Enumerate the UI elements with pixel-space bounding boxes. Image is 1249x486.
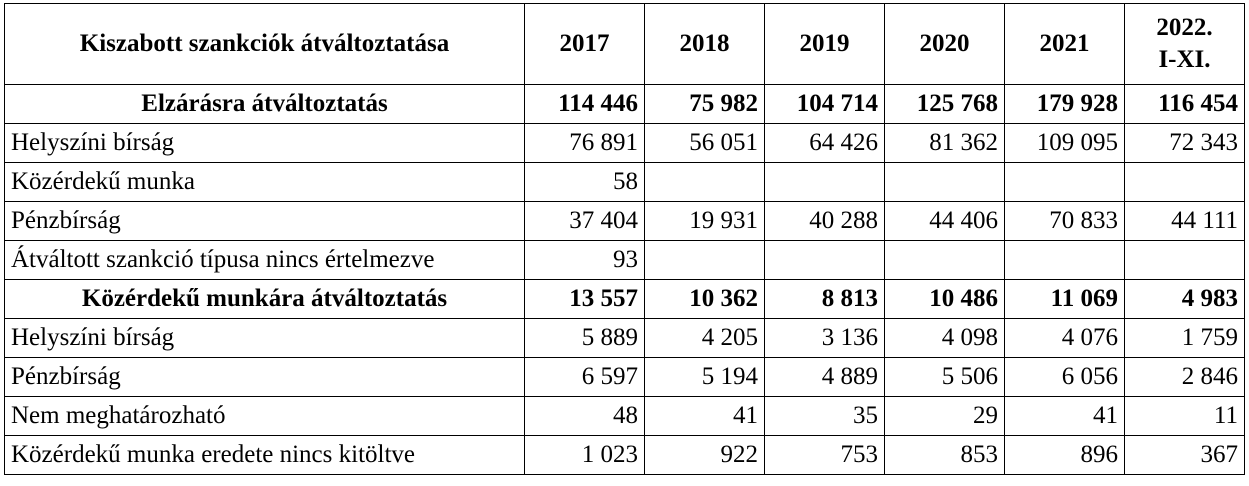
- row-value: [644, 240, 765, 280]
- row-value: 922: [644, 435, 765, 475]
- year-header: 2019: [764, 3, 885, 85]
- row-value: 41: [1004, 396, 1125, 436]
- row-value: 93: [524, 240, 645, 280]
- row-value: 56 051: [644, 123, 765, 163]
- table-row: Átváltott szankció típusa nincs értelmez…: [4, 240, 1245, 280]
- row-value: [644, 162, 765, 202]
- row-label: Helyszíni bírság: [4, 318, 525, 358]
- table-row: Pénzbírság 37 404 19 931 40 288 44 406 70 833…: [4, 201, 1245, 241]
- row-label: Közérdekű munka: [4, 162, 525, 202]
- row-value: 1 759: [1124, 318, 1245, 358]
- row-value: 4 076: [1004, 318, 1125, 358]
- table-row: Közérdekű munkára átváltoztatás 13 557 10 …: [4, 279, 1245, 319]
- row-value: 367: [1124, 435, 1245, 475]
- year-header-line: 2022.: [1156, 14, 1213, 41]
- row-value: 4 983: [1124, 279, 1245, 319]
- row-value: 64 426: [764, 123, 885, 163]
- row-value: 109 095: [1004, 123, 1125, 163]
- row-label: Átváltott szankció típusa nincs értelmez…: [4, 240, 525, 280]
- row-value: 13 557: [524, 279, 645, 319]
- row-label: Elzárásra átváltoztatás: [4, 84, 525, 124]
- table-row: Közérdekű munka eredete nincs kitöltve 1 …: [4, 435, 1245, 475]
- row-value: [764, 240, 885, 280]
- row-value: 125 768: [884, 84, 1005, 124]
- row-value: 48: [524, 396, 645, 436]
- year-header: 2018: [644, 3, 765, 85]
- row-value: 29: [884, 396, 1005, 436]
- year-header: 2020: [884, 3, 1005, 85]
- row-value: 10 486: [884, 279, 1005, 319]
- row-value: 104 714: [764, 84, 885, 124]
- row-value: 6 597: [524, 357, 645, 397]
- header-row: Kiszabott szankciók átváltoztatása 2017 …: [4, 3, 1245, 85]
- year-header: 2021: [1004, 3, 1125, 85]
- year-header: 2017: [524, 3, 645, 85]
- sanctions-table: Kiszabott szankciók átváltoztatása 2017 …: [4, 3, 1245, 475]
- row-value: 10 362: [644, 279, 765, 319]
- row-label: Pénzbírság: [4, 357, 525, 397]
- table-row: Elzárásra átváltoztatás 114 446 75 982 104 …: [4, 84, 1245, 124]
- row-value: 41: [644, 396, 765, 436]
- row-value: [764, 162, 885, 202]
- row-value: 11 069: [1004, 279, 1125, 319]
- row-value: 8 813: [764, 279, 885, 319]
- row-label: Közérdekű munka eredete nincs kitöltve: [4, 435, 525, 475]
- row-value: 44 111: [1124, 201, 1245, 241]
- row-value: 81 362: [884, 123, 1005, 163]
- row-value: [1124, 162, 1245, 202]
- row-label: Nem meghatározható: [4, 396, 525, 436]
- row-value: [884, 162, 1005, 202]
- row-value: 11: [1124, 396, 1245, 436]
- row-value: 58: [524, 162, 645, 202]
- table-row: Helyszíni bírság 76 891 56 051 64 426 81 362…: [4, 123, 1245, 163]
- table-row: Nem meghatározható 48 41 35 29 41 11: [4, 396, 1245, 436]
- row-value: 5 506: [884, 357, 1005, 397]
- row-value: 4 205: [644, 318, 765, 358]
- row-value: [1124, 240, 1245, 280]
- row-value: 4 889: [764, 357, 885, 397]
- row-value: 44 406: [884, 201, 1005, 241]
- row-value: [1004, 162, 1125, 202]
- row-value: 70 833: [1004, 201, 1125, 241]
- row-value: 37 404: [524, 201, 645, 241]
- row-value: 2 846: [1124, 357, 1245, 397]
- row-value: 76 891: [524, 123, 645, 163]
- year-header-line: I-XI.: [1158, 46, 1211, 73]
- table-row: Pénzbírság 6 597 5 194 4 889 5 506 6 056 2 846: [4, 357, 1245, 397]
- row-value: 3 136: [764, 318, 885, 358]
- row-label: Közérdekű munkára átváltoztatás: [4, 279, 525, 319]
- table-row: Közérdekű munka 58: [4, 162, 1245, 202]
- row-value: 72 343: [1124, 123, 1245, 163]
- row-value: 19 931: [644, 201, 765, 241]
- row-value: 40 288: [764, 201, 885, 241]
- row-label: Helyszíni bírság: [4, 123, 525, 163]
- row-value: 75 982: [644, 84, 765, 124]
- row-value: 896: [1004, 435, 1125, 475]
- row-value: 116 454: [1124, 84, 1245, 124]
- row-value: 1 023: [524, 435, 645, 475]
- row-value: [1004, 240, 1125, 280]
- row-value: 753: [764, 435, 885, 475]
- row-value: [884, 240, 1005, 280]
- row-value: 4 098: [884, 318, 1005, 358]
- table-row: Helyszíni bírság 5 889 4 205 3 136 4 098 4 07…: [4, 318, 1245, 358]
- row-value: 114 446: [524, 84, 645, 124]
- year-header-2022: 2022. I-XI.: [1124, 3, 1245, 85]
- row-value: 853: [884, 435, 1005, 475]
- row-label: Pénzbírság: [4, 201, 525, 241]
- table-title: Kiszabott szankciók átváltoztatása: [4, 3, 525, 85]
- row-value: 179 928: [1004, 84, 1125, 124]
- row-value: 6 056: [1004, 357, 1125, 397]
- row-value: 35: [764, 396, 885, 436]
- row-value: 5 194: [644, 357, 765, 397]
- row-value: 5 889: [524, 318, 645, 358]
